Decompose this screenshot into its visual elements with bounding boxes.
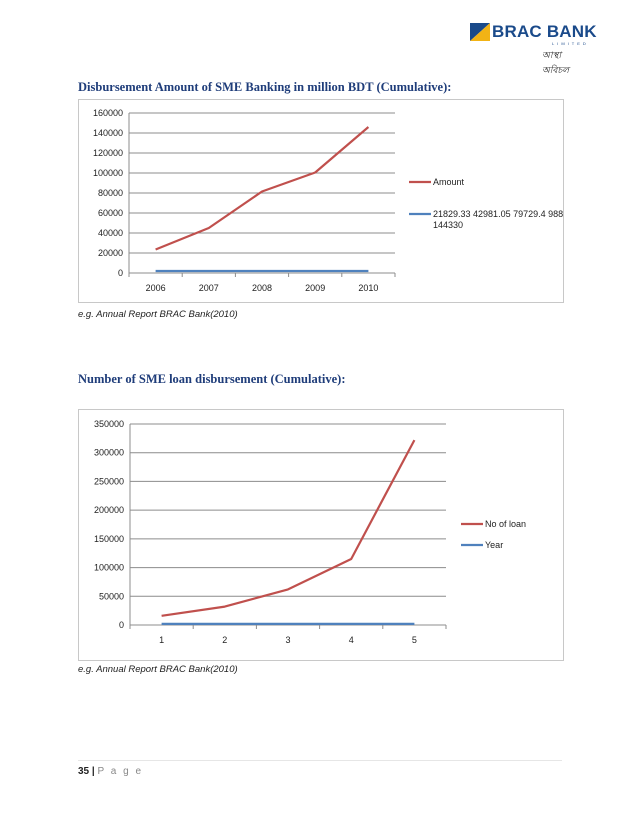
chart2-y-tick-label: 250000 (94, 476, 124, 486)
chart2-heading: Number of SME loan disbursement (Cumulat… (78, 372, 346, 386)
chart2-caption: e.g. Annual Report BRAC Bank(2010) (78, 664, 238, 675)
chart1-y-tick-label: 140000 (93, 128, 123, 138)
chart1-y-tick-label: 20000 (98, 248, 123, 258)
chart1-x-tick-label: 2010 (358, 283, 378, 293)
page-footer: 35 | P a g e (78, 766, 143, 777)
brac-logo-icon (470, 23, 490, 41)
chart1-svg: 0 20000 40000 60000 80000 100000 120000 140000 1… (93, 108, 563, 293)
chart2-y-tick-label: 0 (119, 620, 124, 630)
chart1-container: 0 20000 40000 60000 80000 100000 120000 140000 1… (78, 99, 564, 303)
logo-text: BRAC BANK (492, 22, 597, 41)
chart1-y-tick-label: 160000 (93, 108, 123, 118)
chart1-y-tick-label: 100000 (93, 168, 123, 178)
chart2-series-line-1 (161, 439, 416, 617)
chart1-y-tick-label: 80000 (98, 188, 123, 198)
chart1-caption: e.g. Annual Report BRAC Bank(2010) (78, 309, 238, 320)
page-number: 35 (78, 766, 90, 777)
chart1-heading: Disbursement Amount of SME Banking in mi… (78, 80, 452, 94)
chart1-legend-label-line: 144330 (433, 220, 463, 230)
chart2-y-tick-label: 200000 (94, 505, 124, 515)
chart1-y-tick-label: 40000 (98, 228, 123, 238)
chart1-legend-label: 21829.33 42981.05 79729.4 98834.6144330 (433, 209, 563, 230)
chart2-y-tick-label: 150000 (94, 534, 124, 544)
page-separator: | (91, 766, 95, 777)
chart2-container: 0 50000 100000 150000 200000 250000 300000 3500… (78, 409, 564, 661)
chart1-y-tick-label: 60000 (98, 208, 123, 218)
chart1-y-tick-label: 0 (118, 268, 123, 278)
chart2-x-tick-label: 1 (159, 635, 164, 645)
chart2-y-tick-label: 50000 (99, 591, 124, 601)
chart2-x-tick-label: 3 (285, 635, 290, 645)
brac-bank-logo: BRAC BANK LIMITED আস্থা অবিচল (470, 22, 597, 75)
chart2-legend-label: Year (485, 540, 503, 550)
chart2-y-tick-label: 100000 (94, 563, 124, 573)
chart1-x-tick-label: 2006 (146, 283, 166, 293)
logo-tagline: আস্থা অবিচল (542, 50, 569, 75)
page-label: P a g e (97, 766, 144, 777)
chart1-series-line-1 (155, 126, 370, 251)
chart1-y-tick-label: 120000 (93, 148, 123, 158)
chart2-y-tick-label: 300000 (94, 448, 124, 458)
chart1-x-tick-label: 2008 (252, 283, 272, 293)
logo-subtext: LIMITED (552, 41, 589, 46)
chart2-legend-label: No of loan (485, 519, 526, 529)
chart2-svg: 0 50000 100000 150000 200000 250000 300000 3500… (94, 419, 526, 645)
chart2-x-tick-label: 2 (222, 635, 227, 645)
chart2-y-tick-label: 350000 (94, 419, 124, 429)
chart1-legend-label: Amount (433, 177, 465, 187)
chart2-x-tick-label: 4 (349, 635, 354, 645)
chart1-legend-label-line: 21829.33 42981.05 79729.4 98834.6 (433, 209, 563, 219)
chart1-x-tick-label: 2007 (199, 283, 219, 293)
chart2-x-tick-label: 5 (412, 635, 417, 645)
chart1-x-tick-label: 2009 (305, 283, 325, 293)
footer-divider (78, 760, 562, 761)
